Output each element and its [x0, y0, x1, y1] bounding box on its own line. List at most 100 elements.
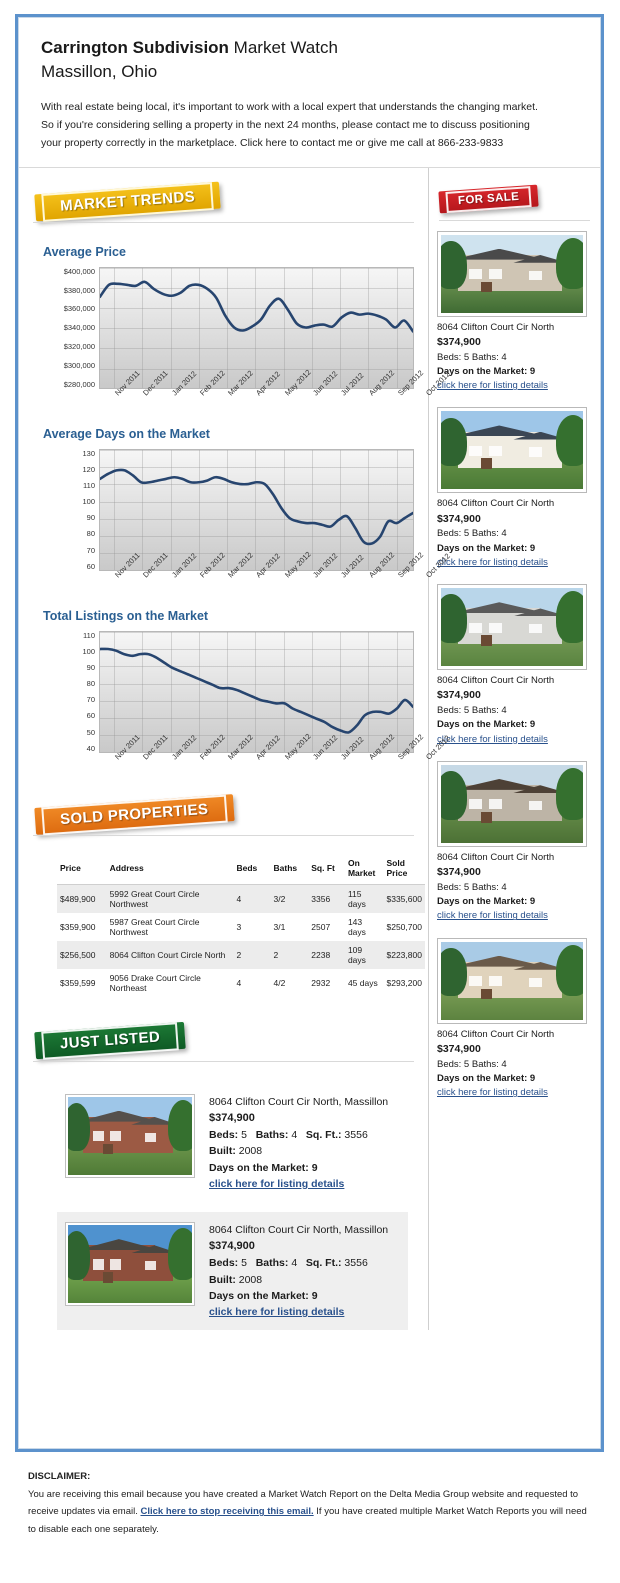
listing-address: 8064 Clifton Court Cir North	[437, 321, 555, 333]
gridline-horizontal	[100, 648, 413, 650]
listing-beds-baths: Beds: 5 Baths: 4	[437, 881, 507, 893]
sqft-value: 3556	[344, 1129, 368, 1142]
listing-details-link[interactable]: click here for listing details	[437, 733, 548, 745]
column-header: Sold Price	[383, 853, 425, 885]
gridline-horizontal	[100, 700, 413, 702]
listing-photo[interactable]	[437, 937, 587, 1024]
cell-sqft: 3356	[308, 884, 345, 913]
sqft-label: Sq. Ft.:	[305, 1257, 342, 1270]
y-tick-label: 130	[82, 448, 95, 458]
cell-price: $359,599	[60, 977, 96, 988]
y-tick-label: 80	[86, 679, 95, 689]
gridline-horizontal	[100, 666, 413, 668]
sold-properties-table: Price Address Beds Baths Sq. Ft On Market Sold…	[57, 853, 425, 997]
gridline-horizontal	[100, 328, 413, 330]
market-trends-label: MARKET TRENDS	[41, 181, 215, 222]
y-tick-label: $380,000	[63, 285, 95, 295]
disclaimer: DISCLAIMER: You are receiving this email…	[28, 1468, 588, 1538]
cell-sold-price: $250,700	[386, 921, 422, 932]
cell-baths: 4/2	[273, 977, 286, 988]
cell-beds: 3	[236, 921, 242, 932]
unsubscribe-link[interactable]: Click here to stop receiving this email.	[140, 1506, 314, 1518]
built-value: 2008	[238, 1145, 263, 1158]
report-header: Carrington Subdivision Market Watch Mass…	[19, 18, 600, 168]
y-tick-label: 60	[86, 561, 95, 571]
y-axis-labels: 130 120 110 100 90 80 70 60	[43, 449, 95, 571]
charts-container: Average Price $400,000 $380,000 $360,000 $34…	[19, 245, 452, 781]
listing-info: 8064 Clifton Court Cir North $374,900 Beds…	[437, 851, 592, 924]
listing-details-link[interactable]: click here for listing details	[437, 556, 548, 568]
listing-address: 8064 Clifton Court Cir North, Massillon	[209, 1095, 389, 1108]
cottage-with-trees-photo	[441, 234, 583, 313]
gridline-vertical	[368, 449, 369, 570]
listing-photo[interactable]	[65, 1093, 195, 1178]
left-column: MARKET TRENDS Average Price $400,000 $380,…	[19, 168, 452, 1331]
y-tick-label: $280,000	[63, 379, 95, 389]
listing-price: $374,900	[437, 1042, 481, 1055]
sqft-label: Sq. Ft.:	[305, 1129, 342, 1142]
beige-craftsman-house-photo	[441, 941, 583, 1020]
intro-paragraph: With real estate being local, it's impor…	[41, 98, 578, 153]
gridline-horizontal	[100, 631, 413, 633]
just-listed-label: JUST LISTED	[41, 1021, 180, 1060]
chart-block-0: Average Price $400,000 $380,000 $360,000 $34…	[43, 245, 452, 417]
gridline-vertical	[171, 631, 172, 752]
gridline-horizontal	[100, 368, 413, 370]
for-sale-item: 8064 Clifton Court Cir North $374,900 Beds…	[437, 230, 592, 394]
built-label: Built:	[209, 1273, 236, 1286]
listing-details-link[interactable]: click here for listing details	[209, 1177, 345, 1190]
for-sale-label: FOR SALE	[445, 185, 533, 213]
for-sale-item: 8064 Clifton Court Cir North $374,900 Beds…	[437, 407, 592, 570]
series-line-2	[100, 632, 413, 752]
gridline-horizontal	[100, 553, 413, 555]
cell-sold-price: $293,200	[386, 977, 422, 988]
listing-photo[interactable]	[437, 760, 587, 847]
sqft-value: 3556	[344, 1257, 368, 1270]
gridline-horizontal	[100, 735, 413, 737]
plot-area	[99, 266, 414, 389]
y-tick-label: 100	[82, 646, 95, 656]
gridline-vertical	[340, 449, 341, 570]
cell-on-market: 143 days	[347, 916, 366, 937]
y-tick-label: $340,000	[63, 323, 95, 333]
gridline-vertical	[284, 449, 285, 570]
chart-block-2: Total Listings on the Market 110 100 90 80 70…	[43, 609, 452, 781]
gridline-vertical	[368, 267, 369, 388]
gridline-vertical	[199, 267, 200, 388]
gridline-horizontal	[100, 484, 413, 486]
gridline-horizontal	[100, 501, 413, 503]
brick-colonial-house-photo	[68, 1096, 192, 1175]
listing-photo[interactable]	[437, 584, 587, 671]
listing-address: 8064 Clifton Court Cir North, Massillon	[209, 1224, 389, 1237]
listing-photo[interactable]	[437, 230, 587, 317]
x-axis-labels: Nov 2011 Dec 2011 Jan 2012 Feb 2012 Mar 2012…	[99, 549, 452, 605]
listing-details-link[interactable]: click here for listing details	[437, 380, 548, 392]
listing-details-link[interactable]: click here for listing details	[437, 910, 548, 922]
cell-baths: 2	[270, 940, 309, 969]
x-axis-labels: Nov 2011 Dec 2011 Jan 2012 Feb 2012 Mar 2012…	[99, 731, 452, 787]
listing-photo[interactable]	[65, 1222, 195, 1307]
days-on-market: Days on the Market: 9	[209, 1161, 318, 1174]
listing-price: $374,900	[437, 689, 481, 702]
listing-price: $374,900	[209, 1111, 255, 1124]
table-row: $359,900 5987 Great Court Circle Northwes…	[57, 913, 425, 941]
gridline-vertical	[284, 267, 285, 388]
days-on-market: Days on the Market: 9	[437, 1072, 536, 1084]
report-body: MARKET TRENDS Average Price $400,000 $380,…	[19, 167, 600, 1331]
days-on-market: Days on the Market: 9	[437, 719, 536, 731]
listing-photo[interactable]	[437, 407, 587, 494]
listing-details-link[interactable]: click here for listing details	[209, 1306, 345, 1319]
listing-details-link[interactable]: click here for listing details	[437, 1087, 548, 1099]
table-row: $489,900 5992 Great Court Circle Northwes…	[57, 884, 425, 913]
cell-baths: 3/2	[270, 884, 309, 913]
cell-sqft: 2507	[311, 921, 331, 932]
gridline-vertical	[114, 631, 115, 752]
gridline-vertical	[114, 449, 115, 570]
table-row: $256,500 8064 Clifton Court Circle North 2…	[57, 940, 425, 969]
sold-properties-divider	[33, 834, 414, 836]
listing-beds-baths: Beds: 5 Baths: 4	[437, 528, 507, 540]
for-sale-item: 8064 Clifton Court Cir North $374,900 Beds…	[437, 760, 592, 924]
intro-line-2: So if you're considering selling a prope…	[41, 118, 530, 131]
for-sale-list: 8064 Clifton Court Cir North $374,900 Beds…	[429, 230, 600, 1101]
gridline-vertical	[340, 631, 341, 752]
